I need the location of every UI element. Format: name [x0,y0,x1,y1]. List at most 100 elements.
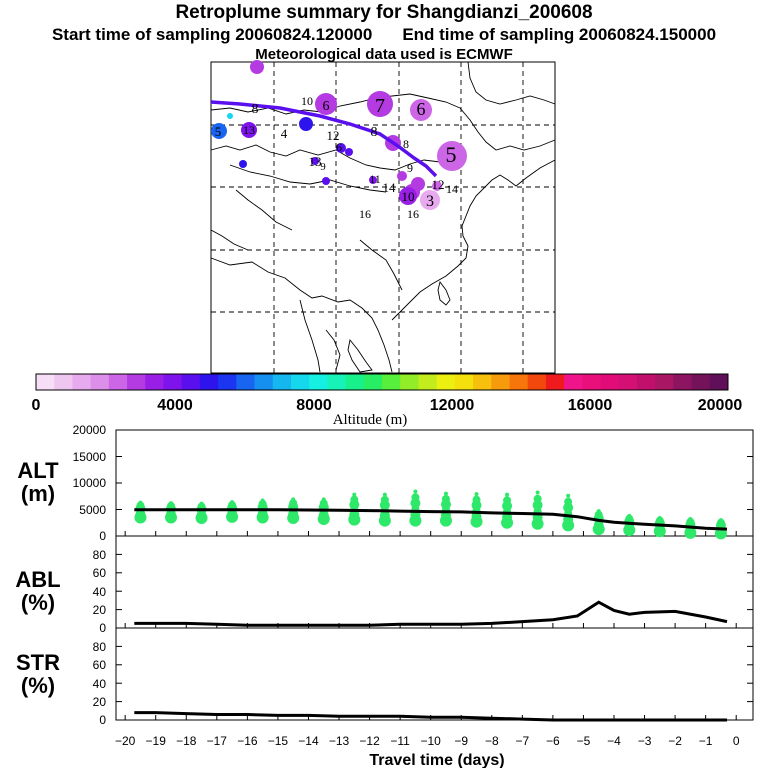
plume-dot [367,91,393,117]
alt-scatter-point [441,495,450,504]
plume-dot [311,157,319,165]
colorbar-tick-label: 12000 [430,397,475,414]
x-tick-label: −12 [359,734,380,748]
colorbar-cell [582,374,602,390]
plume-day-label: 8 [403,137,409,151]
colorbar-cell [309,374,328,390]
colorbar-cell [527,374,547,390]
border [229,164,387,193]
abl-panel-label: ABL [15,567,60,592]
alt-scatter-point [625,514,634,523]
alt-scatter-point [505,492,510,497]
alt-scatter-point [321,497,326,502]
colorbar-cell [473,374,492,390]
plume-dot [250,60,264,74]
plume-day-label: 16 [359,207,371,221]
alt-scatter-point [291,497,296,502]
str-y-tick: 0 [99,713,106,727]
abl-y-tick: 0 [99,621,106,635]
alt-scatter-point [230,500,235,505]
alt-scatter-point [474,492,479,497]
alt-scatter-point [260,498,265,503]
alt-scatter-point [535,490,540,495]
x-tick-label: −17 [207,734,228,748]
plume-day-label: 14 [383,180,397,195]
plume-dot [227,113,233,119]
plume-day-label: 16 [407,207,419,221]
colorbar-cell [709,374,729,390]
plume-day-label: 6 [323,99,330,114]
border [210,229,249,251]
x-tick-label: −18 [176,734,197,748]
plume-day-label: 5 [446,142,457,167]
alt-scatter-point [258,499,267,508]
x-tick-label: −6 [546,734,560,748]
colorbar-cell [600,374,620,390]
x-tick-label: −15 [268,734,289,748]
border [459,107,556,151]
colorbar: 0 4000 8000 12000 16000 20000 Altitude (… [32,373,742,428]
border [299,299,321,373]
border [467,61,556,105]
alt-scatter-point [566,493,571,498]
colorbar-cell [363,374,383,390]
colorbar-cell [509,374,529,390]
x-axis-label: Travel time (days) [369,752,504,768]
alt-y-tick: 0 [99,529,106,543]
plume-dot [410,99,432,121]
alt-scatter-point [563,502,574,513]
plume-day-label: 10 [402,189,415,204]
colorbar-cell [418,374,438,390]
alt-scatter-point [503,496,512,505]
colorbar-cell [218,374,237,390]
alt-scatter-point [657,515,662,520]
str-y-tick: 40 [93,677,107,691]
chart-title: Retroplume summary for Shangdianzi_20060… [175,2,593,23]
colorbar-cell [673,374,693,390]
alt-scatter-point [413,489,418,494]
colorbar-cell [36,374,55,390]
plume-dot [420,190,440,210]
alt-scatter-point [319,499,328,508]
alt-series-line [134,508,728,531]
plume-day-label: 11 [369,172,381,186]
x-tick-label: −7 [515,734,529,748]
alt-scatter-point [380,495,389,504]
start-time-label: Start time of sampling 20060824.120000 [51,25,373,44]
plume-dot [345,148,353,156]
alt-scatter-point [411,493,420,502]
str-y-tick: 60 [93,658,107,672]
colorbar-frame [35,373,729,391]
abl-panel-unit: (%) [21,590,55,615]
alt-y-tick: 15000 [73,450,107,464]
border [325,329,341,371]
plume-day-label: 8 [252,102,259,117]
x-tick-label: −9 [454,734,468,748]
colorbar-cell [72,374,92,390]
colorbar-cell [108,374,128,390]
plume-day-label: 3 [426,193,434,210]
plume-day-label: 14 [446,182,458,196]
alt-scatter-point [627,513,632,518]
colorbar-cell [382,374,401,390]
x-tick-label: −5 [577,734,591,748]
colorbar-axis-label: Altitude (m) [333,412,408,428]
alt-y-tick: 10000 [73,476,107,490]
colorbar-cell [272,374,292,390]
alt-scatter-point [350,495,359,504]
alt-scatter-point [199,501,204,506]
colorbar-cell [290,374,310,390]
plume-dot [322,177,330,185]
colorbar-cell [618,374,638,390]
colorbar-cell [236,374,256,390]
alt-scatter-point [168,501,173,506]
plume-day-label: 4 [281,126,288,141]
colorbar-cell [655,374,674,390]
plume-centroid-path [210,100,438,178]
colorbar-cell [454,374,474,390]
coastline [210,257,393,373]
plume-dot [437,141,467,171]
